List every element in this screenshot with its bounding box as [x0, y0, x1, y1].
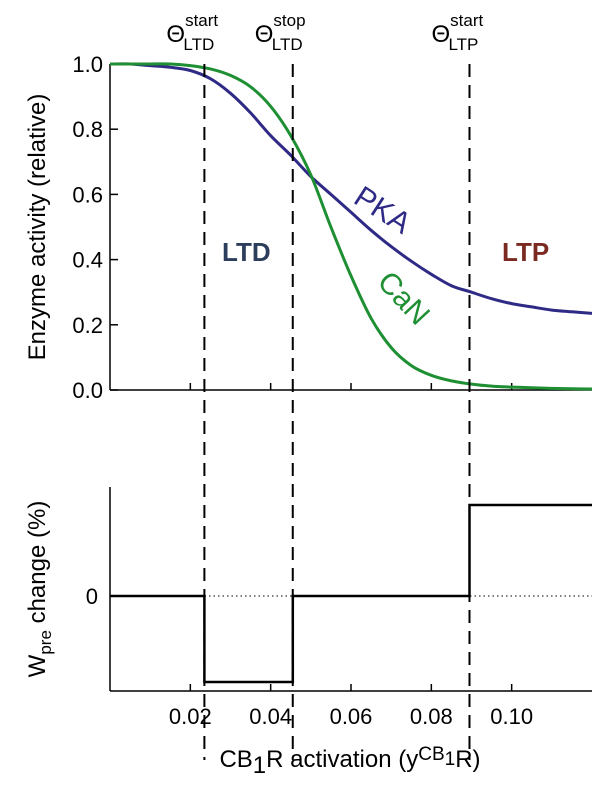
bottom-x-tick-label: 0.04 [249, 704, 292, 729]
top-y-axis-title: Enzyme activity (relative) [24, 94, 51, 361]
top-y-ticks: 0.0 0.2 0.4 0.6 0.8 1.0 [72, 52, 118, 403]
bottom-x-axis-title: CB1R activation (yCB1R) [219, 744, 480, 779]
top-y-tick-label: 1.0 [72, 52, 103, 77]
bottom-y-axis-title: Wpre change (%) [24, 501, 55, 678]
can-curve-label: CaN [371, 265, 436, 331]
pka-curve-label: PKA [348, 180, 416, 240]
bottom-x-ticks: 0.02 0.04 0.06 0.08 0.10 [169, 684, 533, 729]
top-y-tick-label: 0.8 [72, 117, 103, 142]
threshold-label: Θstart LTP [431, 11, 483, 54]
bottom-x-tick-label: 0.06 [330, 704, 373, 729]
pka-curve [109, 62, 592, 315]
ltd-region-label: LTD [222, 237, 271, 267]
threshold-lines: Θstart LTD Θstop LTD Θstart LTP [166, 11, 484, 760]
ltp-region-label: LTP [502, 237, 549, 267]
can-curve [109, 62, 592, 391]
bottom-y-zero-label: 0 [86, 584, 98, 609]
wpre-step-line [110, 503, 592, 684]
bottom-x-tick-label: 0.02 [169, 704, 212, 729]
bottom-x-tick-label: 0.10 [490, 704, 533, 729]
top-y-tick-label: 0.4 [72, 248, 103, 273]
wpre-step-path [110, 503, 592, 684]
threshold-label: Θstart LTD [166, 11, 218, 54]
top-curves [109, 62, 592, 391]
top-y-tick-label: 0.0 [72, 378, 103, 403]
bottom-x-tick-label: 0.08 [410, 704, 453, 729]
top-y-tick-label: 0.2 [72, 313, 103, 338]
threshold-label: Θstop LTD [255, 11, 306, 54]
top-y-tick-label: 0.6 [72, 182, 103, 207]
